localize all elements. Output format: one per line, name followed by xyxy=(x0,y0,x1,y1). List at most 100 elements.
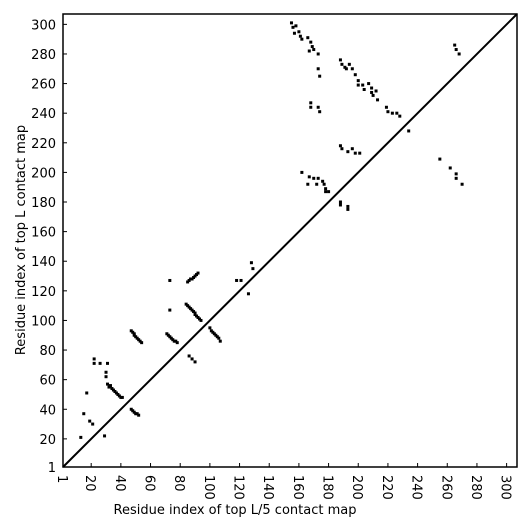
contact-point xyxy=(390,111,394,115)
y-tick-label: 260 xyxy=(31,78,56,93)
contact-point xyxy=(251,267,255,271)
contact-point xyxy=(307,49,311,53)
contact-point xyxy=(454,172,458,176)
y-tick-label: 100 xyxy=(31,314,56,329)
contact-point xyxy=(438,157,442,161)
contact-point xyxy=(316,176,320,180)
contact-point xyxy=(294,24,298,28)
x-tick-label: 280 xyxy=(468,475,483,500)
contact-point xyxy=(316,105,320,109)
contact-point xyxy=(108,384,112,388)
contact-point xyxy=(106,361,110,365)
contact-point xyxy=(374,89,378,93)
contact-point xyxy=(361,83,365,87)
contact-point xyxy=(312,176,316,180)
y-tick-label: 220 xyxy=(31,137,56,152)
x-tick-label: 80 xyxy=(171,475,186,492)
diagonal xyxy=(62,13,518,468)
contact-point xyxy=(235,278,239,282)
contact-point xyxy=(324,190,328,194)
contact-point xyxy=(208,326,212,330)
contact-point xyxy=(340,147,344,151)
contact-point xyxy=(300,170,304,174)
contact-point xyxy=(92,361,96,365)
x-tick-label: 1 xyxy=(54,475,69,483)
contact-point xyxy=(316,52,320,56)
contact-point xyxy=(356,83,360,87)
contact-point xyxy=(217,336,221,340)
contact-point xyxy=(298,34,302,38)
contact-point xyxy=(196,271,200,275)
contact-point xyxy=(353,73,357,77)
contact-point xyxy=(199,318,203,322)
contact-point xyxy=(187,354,191,358)
contact-point xyxy=(106,382,110,386)
contact-point xyxy=(347,62,351,66)
contact-point xyxy=(370,90,374,94)
contact-point xyxy=(356,79,360,83)
contact-point xyxy=(344,67,348,71)
plot-frame xyxy=(62,13,518,468)
contact-point xyxy=(88,419,92,423)
contact-point xyxy=(300,37,304,41)
y-tick-label: 120 xyxy=(31,285,56,300)
y-tick-label: 300 xyxy=(31,18,56,33)
contact-point xyxy=(246,292,250,296)
contact-point xyxy=(395,111,399,115)
y-tick-label: 160 xyxy=(31,226,56,241)
contact-point xyxy=(79,435,83,439)
y-tick-label: 240 xyxy=(31,107,56,122)
contact-point xyxy=(309,105,313,109)
y-tick-label: 280 xyxy=(31,48,56,63)
contact-point xyxy=(175,341,179,345)
x-tick-label: 40 xyxy=(112,475,127,492)
contact-point xyxy=(190,357,194,361)
contact-point xyxy=(338,200,342,204)
contact-point xyxy=(312,48,316,52)
x-tick-label: 160 xyxy=(290,475,305,500)
y-tick-label: 40 xyxy=(39,403,56,418)
contact-point xyxy=(239,278,243,282)
contact-point xyxy=(218,339,222,343)
contact-point xyxy=(338,144,342,148)
x-tick-label: 200 xyxy=(349,475,364,500)
y-tick-label: 1 xyxy=(48,461,56,476)
contact-point xyxy=(350,67,354,71)
contact-point xyxy=(346,204,350,208)
x-tick-label: 220 xyxy=(379,475,394,500)
contact-point xyxy=(367,82,371,86)
contact-point xyxy=(289,21,293,25)
y-tick-label: 180 xyxy=(31,196,56,211)
contact-point xyxy=(306,36,310,40)
contact-point xyxy=(353,151,357,155)
contact-point xyxy=(386,110,390,114)
contact-point xyxy=(346,150,350,154)
contact-point xyxy=(104,375,108,379)
contact-point xyxy=(340,62,344,66)
contact-point xyxy=(371,93,375,97)
contact-point xyxy=(120,395,124,399)
contact-point xyxy=(92,357,96,361)
contact-point xyxy=(454,48,458,52)
contact-point xyxy=(448,166,452,170)
x-tick-label: 240 xyxy=(409,475,424,500)
contact-point xyxy=(168,278,172,282)
contact-point xyxy=(362,88,366,91)
contact-point xyxy=(318,110,322,114)
contact-point xyxy=(297,30,301,34)
x-tick-label: 60 xyxy=(142,475,157,492)
x-tick-label: 300 xyxy=(498,475,513,500)
x-tick-label: 140 xyxy=(260,475,275,500)
contact-point xyxy=(315,182,319,186)
contact-point xyxy=(350,147,354,151)
contact-point xyxy=(307,175,311,179)
contact-point xyxy=(407,129,411,133)
contact-point xyxy=(453,43,457,47)
contact-point xyxy=(82,412,86,416)
contact-point xyxy=(370,86,374,90)
contact-point xyxy=(321,179,325,183)
contact-point xyxy=(306,182,310,186)
contact-point xyxy=(316,67,320,71)
contact-point xyxy=(309,40,313,44)
